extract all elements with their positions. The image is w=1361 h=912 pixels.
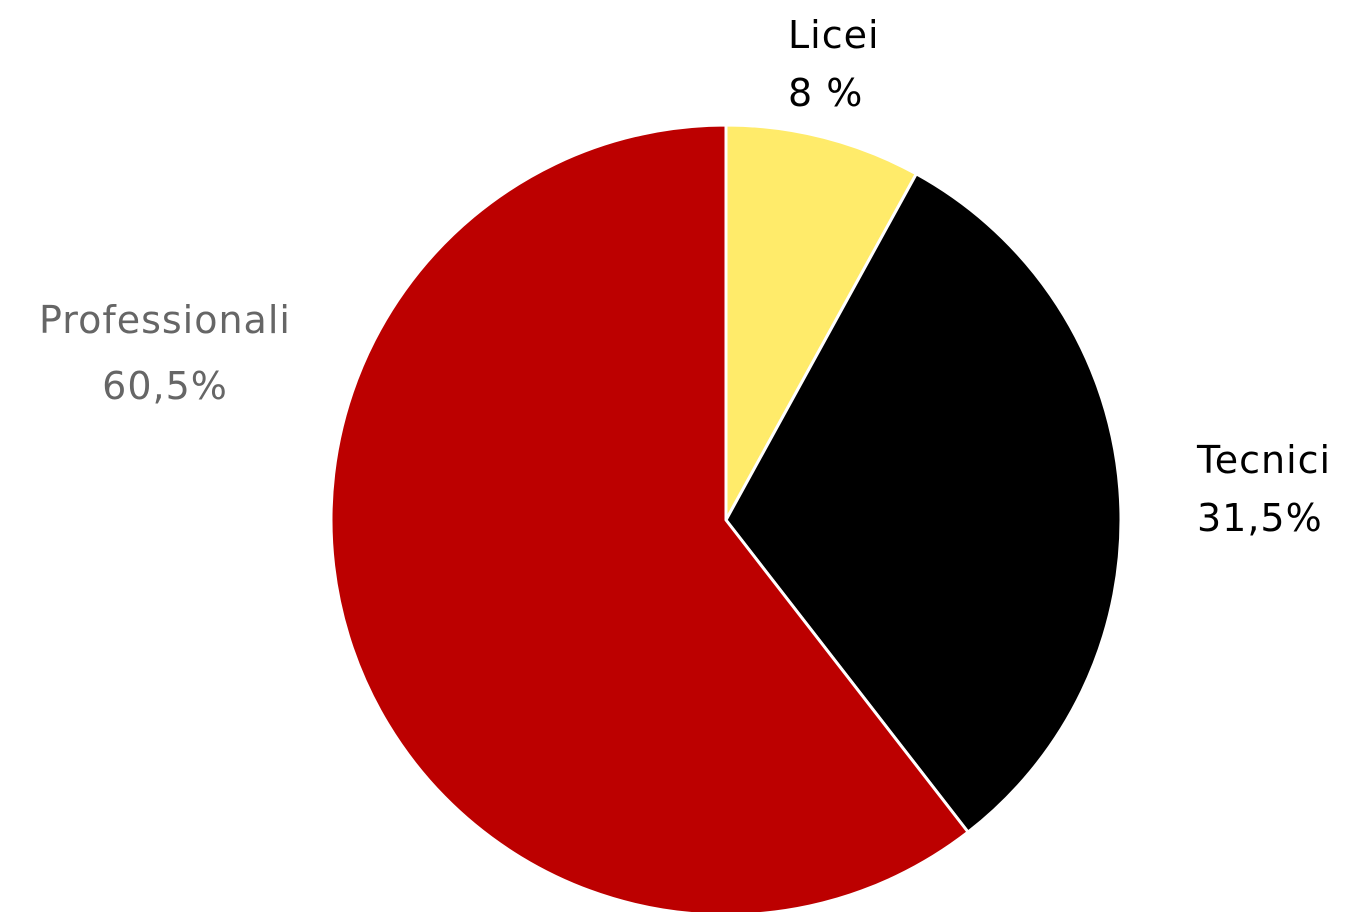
- pie-slice-professionali: [329, 123, 970, 912]
- slice-label-tecnici-name: Tecnici: [1196, 438, 1331, 482]
- slice-label-tecnici-value: 31,5%: [1197, 496, 1323, 540]
- slice-label-licei-name: Licei: [788, 13, 880, 57]
- slice-label-professionali-name: Professionali: [39, 298, 291, 342]
- pie-slice-tecnici: [724, 172, 1123, 834]
- pie-slice-licei: [724, 123, 918, 522]
- slice-label-licei-value: 8 %: [788, 71, 863, 115]
- pie-slices: [329, 123, 1123, 912]
- slice-label-professionali-value: 60,5%: [102, 364, 228, 408]
